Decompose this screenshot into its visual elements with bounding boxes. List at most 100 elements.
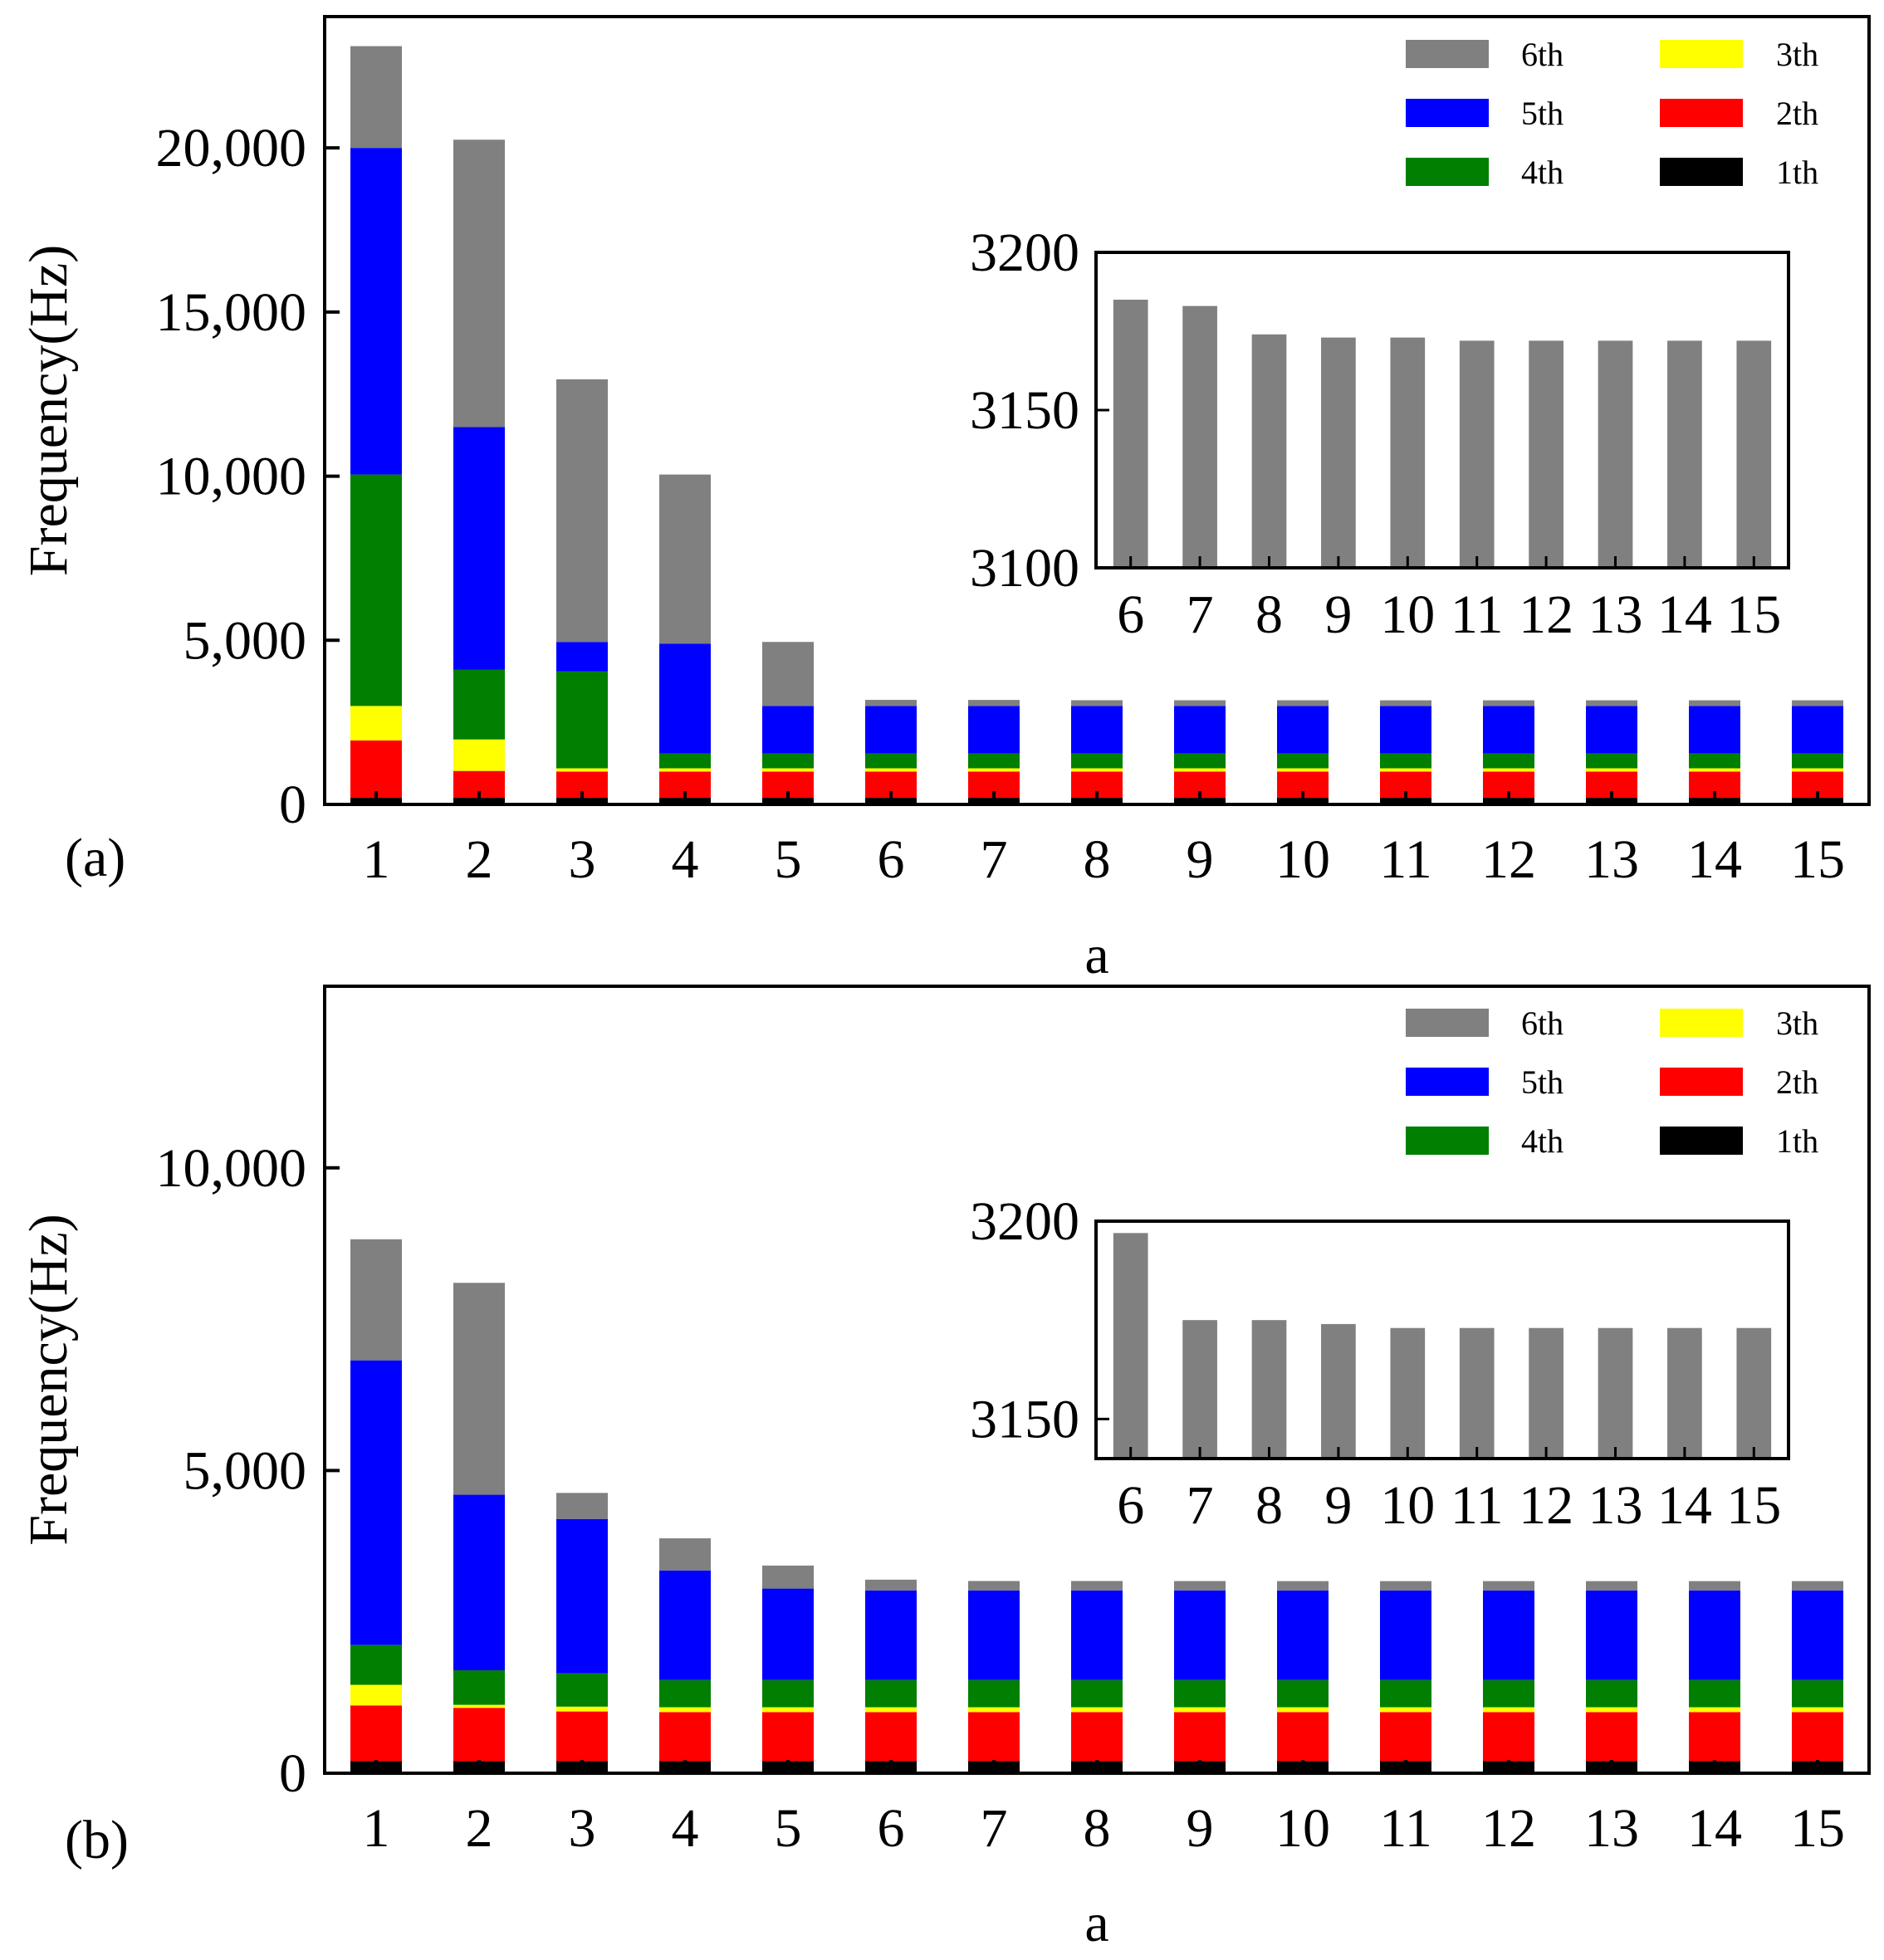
bar-segment-6th-cat-3 [556, 379, 608, 643]
bar-segment-2th-cat-2 [453, 1708, 505, 1762]
x-tick-label: 9 [1187, 1798, 1214, 1859]
bar-segment-5th-cat-6 [865, 706, 917, 754]
x-tick-label: 6 [878, 1798, 905, 1859]
bar-segment-6th-cat-2 [453, 139, 505, 428]
bar-segment-5th-cat-3 [556, 1518, 608, 1674]
x-tick-label: 14 [1687, 1798, 1742, 1859]
bar-segment-4th-cat-15 [1792, 1679, 1843, 1708]
inset-bar-10 [1390, 337, 1426, 568]
inset-bar-14 [1667, 1327, 1702, 1459]
bar-segment-4th-cat-8 [1071, 1679, 1123, 1708]
bar-segment-2th-cat-3 [556, 1711, 608, 1762]
bar-segment-4th-cat-2 [453, 1670, 505, 1705]
bar-segment-2th-cat-7 [968, 1712, 1020, 1762]
bar-segment-2th-cat-11 [1380, 1712, 1431, 1762]
inset-y-tick-label: 3200 [970, 1191, 1079, 1252]
bar-segment-2th-cat-1 [350, 740, 402, 799]
inset-x-tick-label: 9 [1324, 1475, 1352, 1536]
bar-segment-6th-cat-4 [659, 474, 711, 644]
bar-segment-3th-cat-12 [1483, 1707, 1534, 1713]
bar-segment-6th-cat-11 [1380, 1581, 1431, 1591]
bar-segment-3th-cat-1 [350, 1684, 402, 1706]
bar-segment-3th-cat-3 [556, 768, 608, 772]
bar-segment-2th-cat-15 [1792, 1712, 1843, 1762]
bar-segment-5th-cat-13 [1586, 706, 1637, 754]
inset-x-tick-label: 7 [1187, 1475, 1214, 1536]
inset-x-tick-label: 10 [1380, 1475, 1435, 1536]
bar-segment-4th-cat-13 [1586, 753, 1637, 769]
inset-bar-6 [1113, 300, 1148, 568]
panel-label: (a) [65, 828, 125, 888]
inset-x-tick-label: 11 [1451, 1475, 1504, 1536]
x-tick-label: 1 [363, 1798, 390, 1859]
inset-bar-8 [1251, 1320, 1287, 1459]
bar-segment-3th-cat-4 [659, 768, 711, 772]
inset-chart: 6 7 8 9 10 11 12 13 14 15 3150 3200 [970, 1191, 1790, 1536]
x-tick-label: 9 [1187, 829, 1214, 890]
bar-segment-6th-cat-3 [556, 1493, 608, 1519]
bar-segment-4th-cat-12 [1483, 1679, 1534, 1708]
y-tick-label: 5,000 [184, 1440, 307, 1501]
x-tick-label: 4 [672, 829, 699, 890]
bar-segment-4th-cat-3 [556, 671, 608, 769]
bar-segment-4th-cat-1 [350, 474, 402, 706]
x-tick-label: 8 [1084, 829, 1111, 890]
bar-segment-3th-cat-12 [1483, 768, 1534, 772]
bar-segment-4th-cat-4 [659, 753, 711, 769]
bar-segment-5th-cat-12 [1483, 706, 1534, 754]
bar-segment-4th-cat-12 [1483, 753, 1534, 769]
bar-segment-3th-cat-6 [865, 1707, 917, 1713]
inset-x-tick-label: 8 [1255, 1475, 1283, 1536]
inset-x-tick-label: 11 [1451, 584, 1504, 645]
bar-segment-3th-cat-7 [968, 768, 1020, 772]
x-tick-label: 10 [1275, 1798, 1330, 1859]
bar-segment-5th-cat-13 [1586, 1590, 1637, 1680]
bars [350, 1239, 1843, 1773]
x-tick-label: 11 [1379, 829, 1432, 890]
x-axis-title: a [1084, 925, 1108, 985]
bar-segment-4th-cat-3 [556, 1673, 608, 1707]
legend-swatch-5th [1406, 1068, 1489, 1096]
legend-swatch-4th [1406, 1127, 1489, 1155]
inset-x-tick-label: 13 [1588, 584, 1643, 645]
bar-segment-5th-cat-11 [1380, 706, 1431, 754]
legend-swatch-6th [1406, 1009, 1489, 1037]
inset-bar-10 [1390, 1327, 1426, 1459]
bar-segment-6th-cat-2 [453, 1283, 505, 1495]
inset-bar-11 [1459, 1327, 1495, 1459]
y-tick-label: 0 [279, 775, 306, 835]
bar-segment-6th-cat-4 [659, 1538, 711, 1571]
bar-segment-3th-cat-14 [1689, 768, 1740, 772]
inset-y-tick-label: 3100 [970, 538, 1079, 599]
x-tick-label: 2 [466, 1798, 493, 1859]
inset-y-tick-label: 3150 [970, 380, 1079, 441]
y-axis-title: Frequency(Hz) [18, 245, 79, 576]
bar-segment-5th-cat-15 [1792, 1590, 1843, 1680]
inset-x-tick-label: 6 [1117, 1475, 1144, 1536]
x-axis-title: a [1084, 1893, 1108, 1953]
bar-segment-3th-cat-2 [453, 1704, 505, 1708]
bar-segment-6th-cat-5 [762, 642, 814, 706]
bar-segment-6th-cat-6 [865, 700, 917, 706]
bar-segment-6th-cat-8 [1071, 700, 1123, 706]
x-tick-label: 2 [466, 829, 493, 890]
x-tick-label: 12 [1481, 829, 1536, 890]
x-tick-label: 13 [1584, 829, 1639, 890]
bar-segment-6th-cat-10 [1277, 1581, 1329, 1591]
bar-segment-4th-cat-6 [865, 753, 917, 769]
inset-frame [1094, 1220, 1790, 1460]
bar-segment-3th-cat-5 [762, 1707, 814, 1713]
bar-segment-4th-cat-9 [1174, 753, 1226, 769]
bar-segment-5th-cat-5 [762, 706, 814, 754]
bar-segment-6th-cat-7 [968, 1581, 1020, 1591]
bar-segment-5th-cat-4 [659, 643, 711, 754]
bar-segment-3th-cat-6 [865, 768, 917, 772]
bar-segment-5th-cat-2 [453, 1494, 505, 1671]
inset-bar-6 [1113, 1233, 1148, 1459]
y-tick-label: 10,000 [156, 447, 307, 507]
bar-segment-5th-cat-14 [1689, 1590, 1740, 1680]
bar-segment-6th-cat-15 [1792, 1581, 1843, 1591]
bar-segment-4th-cat-5 [762, 753, 814, 769]
bar-segment-6th-cat-12 [1483, 1581, 1534, 1591]
legend-swatch-5th [1406, 99, 1489, 127]
